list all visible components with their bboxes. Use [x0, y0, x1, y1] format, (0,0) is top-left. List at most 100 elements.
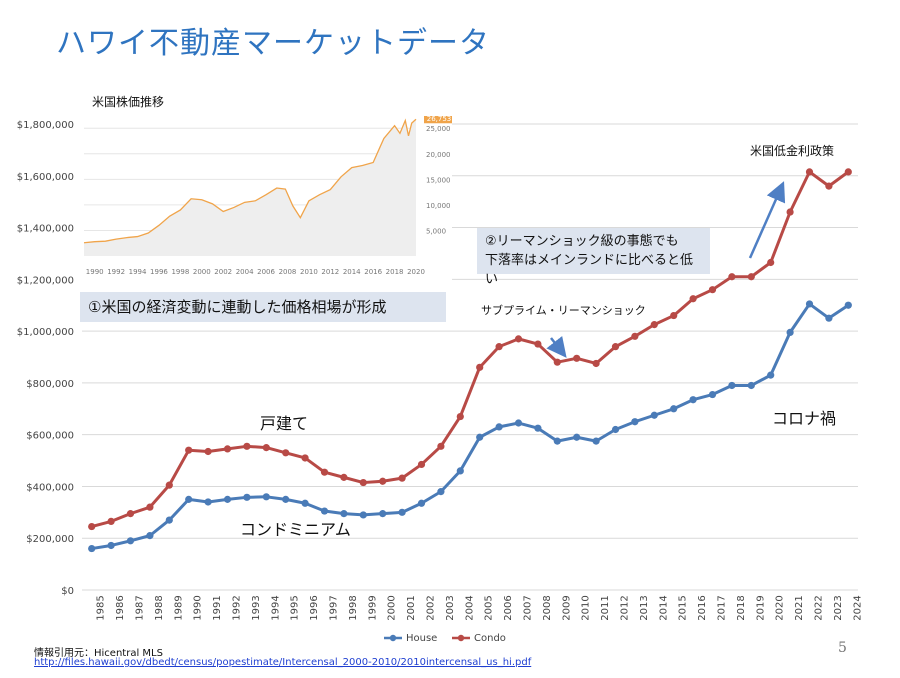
data-point: [146, 532, 154, 540]
data-point: [476, 363, 484, 371]
data-point: [301, 454, 309, 462]
inset-chart-body: 5,000 10,000 15,000 20,000 25,000 1990 1992 199…: [82, 116, 452, 284]
y-tick-label: $1,000,000: [17, 327, 74, 338]
series-line-condo: [91, 170, 850, 529]
series-line-house: [91, 302, 850, 551]
series-house: [88, 300, 852, 553]
x-tick-label: 1985: [96, 595, 107, 620]
label-covid: コロナ禍: [772, 409, 837, 428]
data-point: [708, 390, 717, 399]
inset-last-value-badge: [424, 116, 452, 124]
data-point: [379, 510, 387, 518]
inset-y-tick-label: 5,000: [426, 227, 446, 235]
data-point: [204, 498, 212, 506]
data-point: [340, 510, 348, 518]
data-point: [456, 467, 464, 475]
x-tick-label: 1994: [270, 595, 281, 620]
arrow-low-rate: [748, 181, 786, 259]
inset-y-tick-label: 10,000: [426, 202, 451, 210]
inset-x-tick-label: 1990: [86, 268, 104, 276]
data-point: [107, 517, 115, 525]
x-tick-label: 2006: [503, 595, 514, 620]
data-point: [88, 522, 96, 531]
data-point: [282, 495, 290, 503]
x-tick-label: 2012: [620, 595, 631, 620]
x-tick-label: 1992: [232, 595, 243, 620]
data-point: [262, 444, 270, 452]
inset-x-tick-label: 2020: [407, 268, 425, 276]
inset-index-line: [83, 118, 417, 244]
x-tick-label: 2001: [406, 595, 417, 620]
data-point: [223, 495, 232, 503]
x-tick-label: 2023: [833, 595, 844, 620]
data-point: [437, 488, 445, 496]
data-point: [417, 460, 426, 469]
y-tick-label: $800,000: [26, 379, 74, 390]
data-point: [844, 301, 852, 309]
y-tick-label: $0: [61, 586, 74, 597]
data-point: [165, 516, 173, 524]
inset-x-tick-label: 1994: [129, 268, 147, 276]
data-point: [301, 499, 309, 507]
data-point: [262, 493, 270, 501]
source-link[interactable]: http://files.hawaii.gov/dbedt/census/pop…: [34, 657, 532, 668]
data-point: [88, 544, 96, 553]
inset-y-tick-label: 15,000: [426, 176, 451, 184]
inset-x-tick-label: 2014: [343, 268, 361, 276]
data-point: [126, 537, 135, 545]
y-tick-label: $1,200,000: [17, 275, 74, 286]
x-tick-label: 2020: [775, 595, 786, 620]
x-tick-label: 1989: [173, 595, 184, 620]
x-tick-label: 2002: [426, 595, 437, 620]
data-point: [185, 446, 193, 454]
data-point: [844, 168, 852, 176]
data-point: [767, 371, 775, 379]
arrow-lehman: [546, 335, 567, 358]
data-point: [805, 168, 814, 176]
data-point: [359, 511, 367, 519]
x-tick-label: 1993: [251, 595, 262, 620]
annotation-box-market-link: ①米国の経済変動に連動した価格相場が形成: [80, 292, 446, 322]
series-condo: [88, 168, 852, 531]
data-point: [243, 442, 251, 450]
data-point: [670, 405, 678, 413]
data-point: [631, 332, 639, 340]
data-point: [650, 411, 658, 419]
data-point: [223, 445, 232, 453]
data-point: [573, 433, 581, 441]
data-point: [456, 412, 464, 421]
label-lehman-shock: サブプライム・リーマンショック: [481, 304, 646, 317]
y-tick-label: $1,800,000: [17, 120, 74, 131]
data-point: [243, 493, 251, 501]
label-condo: コンドミニアム: [240, 520, 351, 539]
x-tick-label: 2004: [464, 595, 475, 620]
data-point: [495, 423, 503, 431]
data-point: [689, 295, 697, 303]
data-point: [476, 433, 484, 441]
data-point: [320, 468, 329, 476]
data-point: [204, 447, 212, 456]
inset-y-tick-label: 25,000: [426, 125, 451, 133]
data-point: [767, 258, 775, 267]
x-tick-label: 2007: [523, 595, 534, 620]
data-point: [495, 343, 503, 351]
page-number: 5: [838, 640, 847, 656]
data-point: [786, 208, 794, 216]
data-point: [611, 425, 620, 434]
data-point: [650, 321, 658, 329]
data-point: [592, 437, 600, 445]
data-point: [146, 503, 154, 511]
data-point: [282, 449, 290, 457]
inset-x-tick-label: 2000: [193, 268, 211, 276]
annotation-box-line-1: ②リーマンショック級の事態でも: [485, 234, 679, 249]
inset-x-tick-label: 2006: [257, 268, 275, 276]
y-axis: $0 $200,000 $400,000 $600,000 $800,000 $1,000…: [17, 120, 74, 597]
legend-label: House: [406, 633, 437, 644]
data-point: [611, 343, 620, 351]
data-point: [514, 419, 523, 427]
data-point: [728, 273, 736, 281]
x-tick-label: 1986: [115, 595, 126, 620]
data-point: [514, 335, 523, 343]
annotation-arrows: [546, 181, 786, 358]
x-tick-label: 2010: [581, 595, 592, 620]
